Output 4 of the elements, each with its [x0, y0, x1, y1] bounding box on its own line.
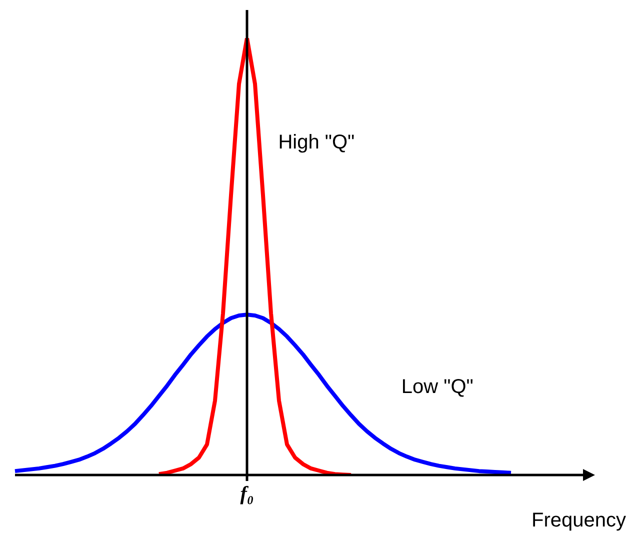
text: Low "Q" [401, 376, 474, 398]
series-label: High "Q" [278, 131, 355, 154]
text: f₀ [240, 483, 254, 506]
x-axis-title: Frequency [532, 510, 626, 532]
